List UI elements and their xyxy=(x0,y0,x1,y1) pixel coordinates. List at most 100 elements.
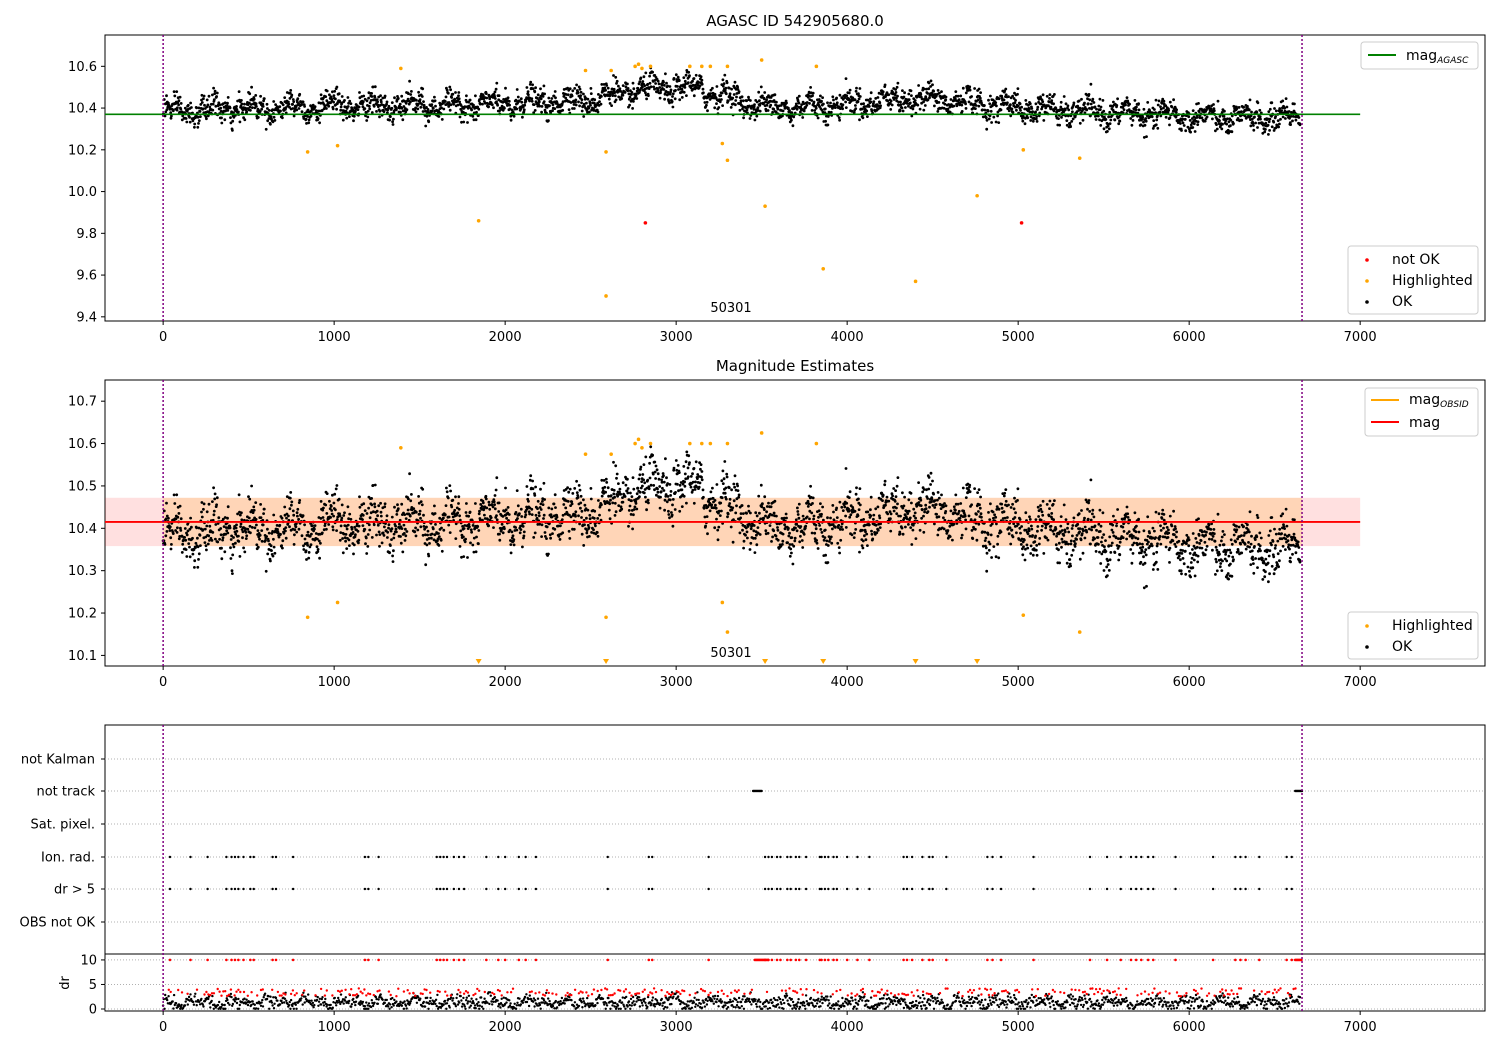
chart2-ok-point xyxy=(749,511,752,515)
chart2-ok-point xyxy=(341,537,344,540)
chart1-ok-point xyxy=(860,102,863,106)
chart2-ok-point xyxy=(462,555,466,558)
chart1-ok-point xyxy=(325,99,329,103)
chart2-ok-point xyxy=(205,524,209,528)
chart2-ok-point xyxy=(827,535,831,538)
chart2-ok-point xyxy=(765,510,768,514)
chart1-ok-point xyxy=(457,97,461,101)
chart1-ok-point xyxy=(1016,92,1019,96)
chart1-ok-point xyxy=(1258,115,1262,119)
chart1-ok-point xyxy=(1024,99,1028,102)
chart1-ok-point xyxy=(190,106,193,109)
chart1-ok-point xyxy=(249,103,253,106)
chart1-ok-point xyxy=(986,109,990,113)
chart2-ok-point xyxy=(493,494,497,497)
chart2-ok-point xyxy=(197,558,200,561)
chart1-ok-point xyxy=(1254,121,1257,125)
chart2-ok-point xyxy=(837,526,840,529)
chart2-ok-point xyxy=(644,500,648,504)
chart2-ok-point xyxy=(835,506,838,510)
chart1-ok-point xyxy=(165,108,169,111)
chart2-ok-point xyxy=(715,483,719,486)
chart2-ok-point xyxy=(331,525,335,529)
chart2-ok-point xyxy=(442,528,446,532)
chart2-ok-point xyxy=(566,500,570,503)
chart1-highlighted-point xyxy=(640,66,644,71)
chart1-ok-point xyxy=(614,98,618,102)
chart2-ok-point xyxy=(704,524,707,528)
chart1-ytick-label: 9.8 xyxy=(76,227,97,242)
chart2-ok-point xyxy=(197,552,201,556)
chart2-ok-point xyxy=(638,495,641,499)
chart2-ok-point xyxy=(689,485,693,489)
chart1-ok-point xyxy=(1189,130,1192,134)
chart2-ok-point xyxy=(605,481,609,484)
chart1-ok-point xyxy=(901,89,904,92)
chart1-ok-point xyxy=(788,109,791,112)
chart2-ok-point xyxy=(178,504,182,508)
chart1-ok-point xyxy=(211,102,215,106)
chart1-ok-point xyxy=(1117,122,1121,126)
chart1-ok-point xyxy=(369,99,373,102)
chart1-ok-point xyxy=(741,99,745,103)
chart2-ok-point xyxy=(417,495,420,498)
chart1-ok-point xyxy=(1258,108,1262,112)
chart1-ok-point xyxy=(337,92,341,96)
chart2-ok-point xyxy=(288,496,292,500)
chart1-ok-point xyxy=(1015,108,1018,112)
chart1-ok-point xyxy=(854,104,857,107)
chart1-ok-point xyxy=(1102,127,1106,131)
chart2-ok-point xyxy=(713,499,717,502)
chart2-ok-point xyxy=(305,541,309,545)
chart2-ok-point xyxy=(555,515,559,519)
chart1-ok-point xyxy=(936,110,940,113)
chart2-ok-point xyxy=(175,493,179,497)
chart2-ok-point xyxy=(494,488,498,492)
chart2-ok-point xyxy=(795,529,799,533)
chart2-ok-point xyxy=(783,523,786,527)
chart2-ok-point xyxy=(573,487,577,490)
chart1-ok-point xyxy=(869,100,873,104)
chart2-ok-point xyxy=(212,509,216,513)
chart2-ok-point xyxy=(811,502,814,505)
chart1-ok-point xyxy=(1118,119,1122,123)
chart2-ok-point xyxy=(789,547,793,551)
chart1-ok-point xyxy=(866,98,870,102)
chart2-ok-point xyxy=(860,518,863,522)
chart1-ok-point xyxy=(1067,108,1071,112)
chart1-ok-point xyxy=(528,99,531,103)
chart2-ok-point xyxy=(456,511,460,515)
chart1-ok-point xyxy=(967,100,971,104)
chart1-ok-point xyxy=(487,95,491,98)
chart2-ok-point xyxy=(770,513,774,517)
chart2-ok-point xyxy=(194,541,198,545)
chart2-ok-point xyxy=(264,539,267,542)
legend-label-ok: OK xyxy=(1392,294,1413,310)
chart2-ok-point xyxy=(674,491,677,494)
chart2-ok-point xyxy=(576,496,580,499)
chart1-ok-point xyxy=(1212,107,1216,110)
chart2-ok-point xyxy=(625,489,629,493)
chart1-ok-point xyxy=(356,108,360,111)
chart2-ok-point xyxy=(367,523,371,527)
chart1-ok-point xyxy=(887,93,891,97)
chart1-ok-point xyxy=(1083,101,1086,105)
chart2-ok-point xyxy=(495,514,498,517)
chart2-ok-point xyxy=(296,507,300,511)
chart2-ok-point xyxy=(414,534,418,538)
chart1-ok-point xyxy=(1078,106,1082,110)
chart1-ok-point xyxy=(215,91,219,95)
chart2-ok-point xyxy=(358,495,361,499)
chart2-ok-point xyxy=(196,565,200,569)
chart1-ok-point xyxy=(1268,117,1272,121)
chart1-ok-point xyxy=(532,103,536,106)
chart1-ok-point xyxy=(335,85,339,89)
chart1-ok-point xyxy=(325,89,329,93)
chart1-ok-point xyxy=(1018,102,1022,106)
chart2-ok-point xyxy=(163,543,167,546)
chart2-ok-point xyxy=(654,464,658,468)
chart2-ok-point xyxy=(457,502,460,505)
chart1-ok-point xyxy=(427,120,431,124)
chart2-ok-point xyxy=(478,518,482,522)
chart2-ok-point xyxy=(657,477,661,481)
